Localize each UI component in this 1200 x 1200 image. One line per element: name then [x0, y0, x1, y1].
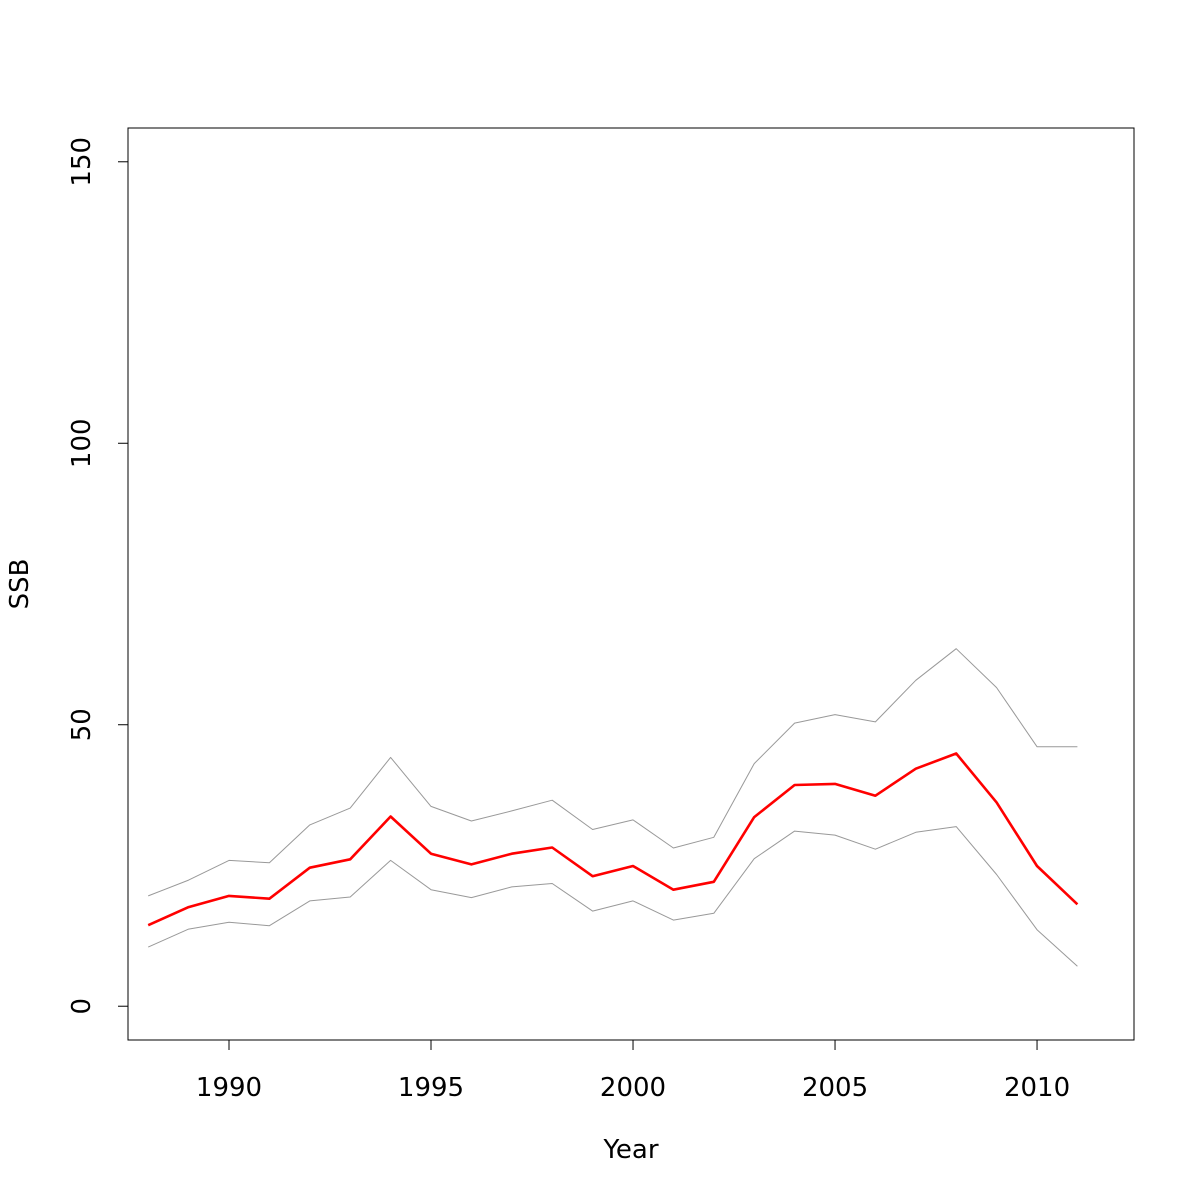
x-tick-label: 1995 — [398, 1073, 464, 1103]
y-tick-label: 0 — [67, 998, 97, 1015]
x-tick-label: 1990 — [196, 1073, 262, 1103]
x-tick-label: 2000 — [600, 1073, 666, 1103]
lower-bound-line — [147, 826, 1078, 967]
y-tick-label: 150 — [67, 137, 97, 187]
x-axis-title: Year — [602, 1135, 658, 1165]
estimate-line — [147, 752, 1079, 927]
y-axis-title: SSB — [5, 559, 35, 610]
x-axis: 1990 1995 2000 2005 2010 — [196, 1039, 1070, 1103]
x-tick-label: 2005 — [802, 1073, 868, 1103]
y-axis: 0 50 100 150 — [67, 137, 129, 1015]
upper-bound-line — [148, 648, 1078, 897]
y-tick-label: 50 — [67, 708, 97, 741]
series-layer — [147, 648, 1079, 967]
y-tick-label: 100 — [67, 418, 97, 468]
x-tick-label: 2010 — [1004, 1073, 1070, 1103]
